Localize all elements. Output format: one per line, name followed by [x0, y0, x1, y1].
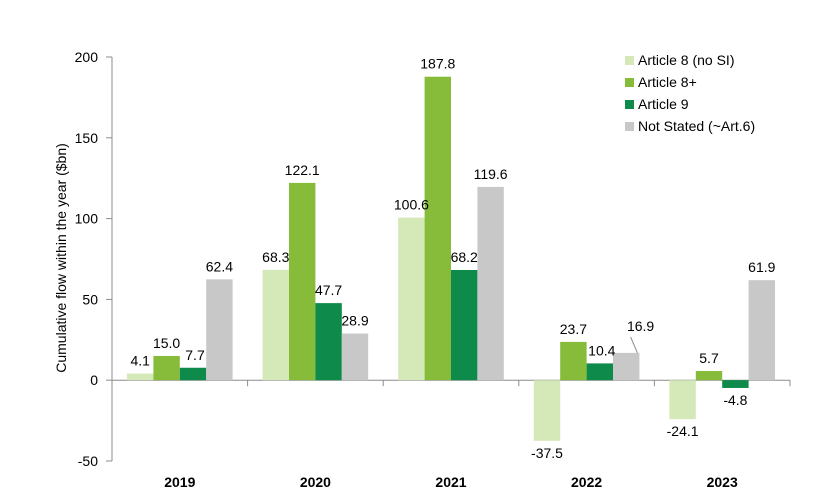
bar: [586, 363, 613, 381]
data-label: 23.7: [560, 321, 587, 337]
data-label: 15.0: [153, 335, 180, 351]
legend-swatch: [625, 100, 634, 109]
bar: [315, 303, 342, 381]
y-tick-label: 150: [75, 130, 99, 146]
category-label: 2019: [164, 474, 195, 490]
data-label: 7.7: [185, 347, 205, 363]
data-label: -4.8: [723, 392, 747, 408]
leader-line: [630, 336, 638, 354]
data-label: 68.2: [451, 249, 478, 265]
y-tick-label: 200: [75, 49, 99, 65]
legend-label: Article 9: [638, 96, 689, 112]
data-label: 62.4: [206, 258, 233, 274]
bar: [669, 380, 696, 420]
data-label: -37.5: [531, 445, 563, 461]
y-axis: -50 0 50 100 150 200: [75, 49, 113, 469]
data-label: 4.1: [130, 353, 150, 369]
data-label: 10.4: [588, 342, 615, 358]
bar: [262, 269, 289, 381]
bar: [424, 76, 451, 381]
data-label: 119.6: [474, 166, 508, 182]
y-axis-title: Cumulative flow within the year ($bn): [53, 143, 69, 373]
bar: [533, 380, 561, 441]
data-label: -24.1: [667, 423, 699, 439]
bar: [477, 186, 504, 381]
bars: [127, 76, 775, 441]
legend-label: Article 8 (no SI): [638, 52, 734, 68]
data-label: 100.6: [394, 197, 429, 213]
data-label: 122.1: [285, 162, 320, 178]
y-tick-label: 100: [75, 211, 99, 227]
legend-swatch: [625, 122, 634, 131]
bar: [748, 280, 775, 381]
category-label: 2022: [571, 474, 602, 490]
bar: [153, 355, 180, 381]
bar: [613, 352, 640, 381]
data-label: 187.8: [420, 56, 455, 72]
bar: [451, 269, 478, 381]
bar: [722, 380, 749, 388]
y-tick-label: 0: [90, 372, 98, 388]
category-label: 2021: [435, 474, 466, 490]
x-axis: 2019 2020 2021 2022 2023: [111, 379, 791, 490]
bar: [341, 333, 369, 381]
data-label: 47.7: [315, 282, 342, 298]
bar: [289, 182, 316, 381]
bar: [179, 367, 207, 381]
y-tick-label: 50: [82, 291, 98, 307]
data-label: 61.9: [748, 259, 775, 275]
legend-swatch: [625, 56, 634, 65]
y-tick-label: -50: [78, 453, 98, 469]
bar: [560, 341, 587, 381]
bar: [206, 279, 233, 381]
data-label: 28.9: [341, 312, 368, 328]
bar: [127, 373, 154, 381]
category-label: 2023: [707, 474, 738, 490]
data-label: 5.7: [699, 350, 719, 366]
data-label: 16.9: [627, 318, 654, 334]
legend-label: Not Stated (~Art.6): [638, 118, 755, 134]
legend-label: Article 8+: [638, 74, 697, 90]
bar: [695, 370, 723, 381]
legend: Article 8 (no SI) Article 8+ Article 9 Not …: [625, 52, 755, 134]
legend-swatch: [625, 78, 634, 87]
data-labels: 4.1 68.3 100.6 -37.5 -24.1 15.0 122.1 187.8 23.7…: [130, 56, 775, 461]
category-label: 2020: [300, 474, 331, 490]
bar: [398, 217, 425, 381]
data-label: 68.3: [262, 249, 289, 265]
